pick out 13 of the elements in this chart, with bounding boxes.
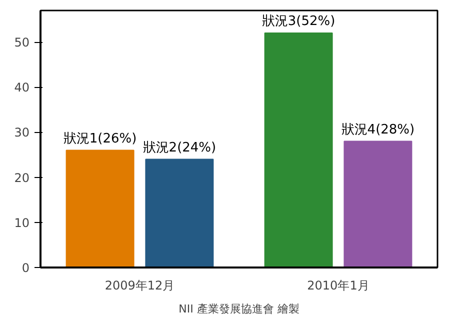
x-tick-label: 2009年12月 [104,278,175,292]
y-tick-label: 0 [22,261,30,275]
y-tick-label: 10 [14,216,30,230]
x-tick-label: 2010年1月 [307,278,370,292]
y-tick-label: 40 [14,80,30,95]
text: NII 產業發展協進會 繪製 [178,302,300,316]
y-tick-label: 30 [14,126,30,140]
y-tick-label: 50 [14,36,30,50]
data-label: 狀況2(24%) [142,140,216,156]
data-label: 狀況3(52%) [262,14,336,30]
data-label: 狀況1(26%) [63,131,137,146]
data-label: 狀況4(28%) [341,122,415,138]
y-tick-label: 20 [14,170,30,185]
